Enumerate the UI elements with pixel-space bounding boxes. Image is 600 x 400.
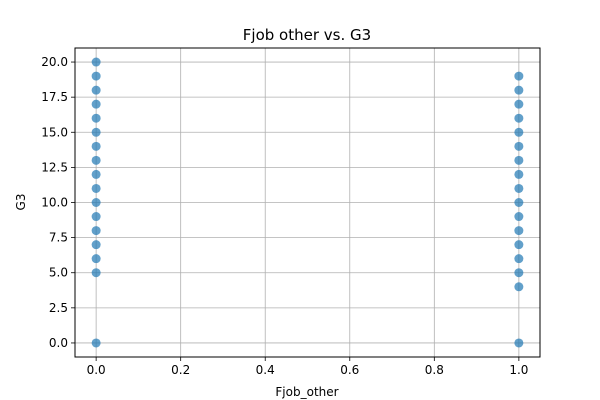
y-tick-label: 2.5 (49, 301, 68, 315)
data-point (514, 71, 524, 81)
data-point (91, 198, 101, 207)
y-axis-ticks: 0.0 2.5 5.0 7.5 10.0 12.5 15.0 17.5 20.0 (41, 55, 75, 350)
data-point (514, 99, 524, 109)
data-point (91, 183, 101, 193)
y-tick-label: 5.0 (49, 266, 68, 280)
y-tick-label: 7.5 (49, 231, 68, 245)
y-tick-label: 17.5 (41, 90, 68, 104)
data-point (91, 254, 101, 264)
data-point (514, 226, 524, 236)
data-point (514, 113, 524, 123)
data-point (91, 268, 101, 278)
x-tick-label: 0.2 (171, 363, 190, 377)
y-tick-label: 12.5 (41, 160, 68, 174)
x-tick-label: 0.8 (425, 363, 444, 377)
data-point (91, 85, 101, 95)
data-point (91, 141, 101, 151)
data-point (91, 212, 101, 222)
data-point (514, 268, 524, 278)
data-point (514, 183, 524, 193)
x-tick-label: 1.0 (509, 363, 528, 377)
data-point (91, 127, 101, 137)
data-point (91, 71, 101, 81)
data-point (514, 155, 524, 165)
data-point (91, 338, 101, 348)
data-point (514, 127, 524, 137)
data-points (91, 57, 524, 348)
data-point (91, 169, 101, 179)
data-point (514, 254, 524, 264)
y-tick-label: 20.0 (41, 55, 68, 69)
x-tick-label: 0.4 (256, 363, 275, 377)
data-point (514, 169, 524, 179)
x-tick-label: 0.0 (87, 363, 106, 377)
data-point (514, 198, 524, 207)
y-tick-label: 0.0 (49, 336, 68, 350)
y-axis-label: G3 (14, 194, 28, 211)
chart-title: Fjob other vs. G3 (243, 26, 371, 44)
data-point (91, 113, 101, 123)
x-axis-ticks: 0.0 0.2 0.4 0.6 0.8 1.0 (87, 357, 528, 377)
data-point (91, 240, 101, 250)
x-tick-label: 0.6 (340, 363, 359, 377)
data-point (514, 212, 524, 222)
data-point (91, 99, 101, 109)
data-point (514, 338, 524, 348)
data-point (91, 57, 101, 67)
data-point (514, 141, 524, 151)
y-tick-label: 10.0 (41, 196, 68, 210)
data-point (91, 226, 101, 236)
data-point (91, 155, 101, 165)
data-point (514, 85, 524, 95)
data-point (514, 282, 524, 292)
y-tick-label: 15.0 (41, 125, 68, 139)
x-axis-label: Fjob_other (275, 385, 338, 399)
data-point (514, 240, 524, 250)
